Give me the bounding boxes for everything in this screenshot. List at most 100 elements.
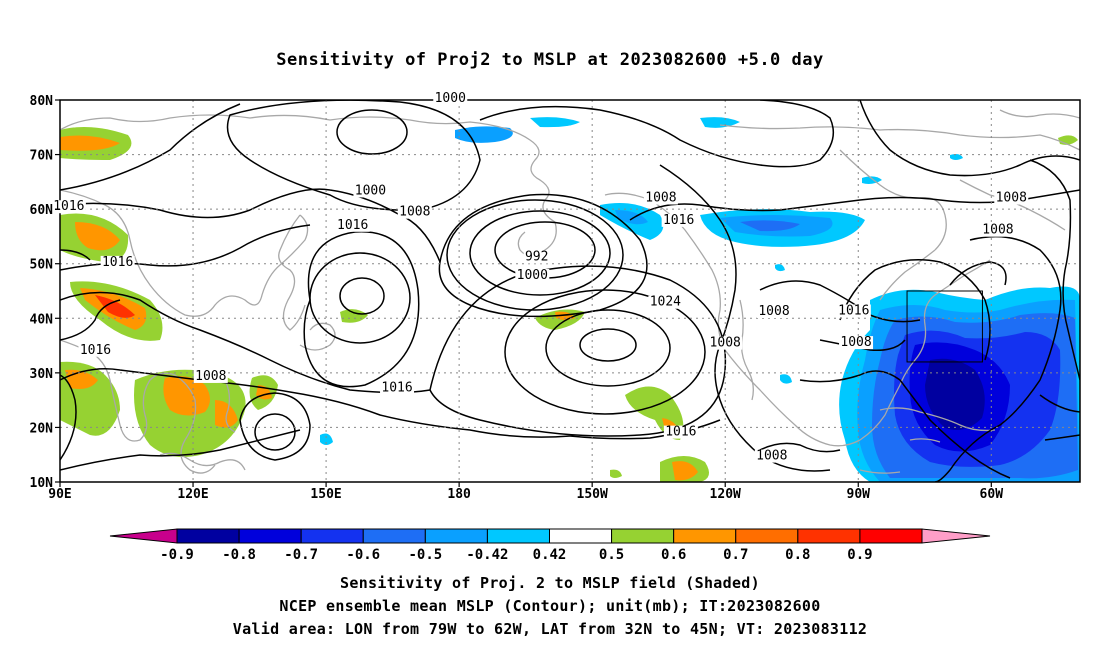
colorbar-label: -0.42 bbox=[466, 547, 508, 563]
contour-label: 1008 bbox=[982, 223, 1013, 238]
mslp-contour bbox=[545, 309, 671, 387]
latitude-axis: 80N 70N 60N 50N 40N 30N 20N 10N bbox=[30, 94, 60, 491]
contour-label-bg bbox=[648, 295, 683, 309]
mslp-contour bbox=[239, 392, 311, 461]
caption-line-1: Sensitivity of Proj. 2 to MSLP field (Sh… bbox=[340, 574, 760, 592]
contour-label: 1016 bbox=[102, 255, 133, 270]
positive-sensitivity-area bbox=[95, 295, 135, 318]
colorbar-label: -0.5 bbox=[408, 547, 442, 563]
contour-label-bg bbox=[100, 255, 135, 269]
longitude-axis: 90E 120E 150E 180 150W 120W 90W 60W bbox=[48, 482, 1003, 502]
contour-label: 1008 bbox=[840, 335, 871, 350]
graticule bbox=[60, 100, 1080, 482]
positive-sensitivity-area bbox=[60, 135, 120, 151]
mslp-contour bbox=[1044, 434, 1080, 441]
contour-label-bg bbox=[839, 336, 874, 350]
map-title: Sensitivity of Proj2 to MSLP at 20230826… bbox=[276, 50, 824, 70]
contour-label: 1016 bbox=[663, 213, 694, 228]
mslp-contour bbox=[569, 419, 721, 440]
mslp-contour bbox=[339, 277, 385, 315]
positive-sensitivity-area bbox=[1058, 135, 1078, 145]
colorbar-segment bbox=[611, 528, 675, 544]
mslp-contour bbox=[60, 299, 121, 341]
mslp-contour bbox=[469, 210, 611, 296]
coastline bbox=[278, 214, 306, 331]
colorbar-label: -0.7 bbox=[284, 547, 318, 563]
contour-label-bg bbox=[433, 92, 468, 106]
colorbar-label: -0.9 bbox=[160, 547, 194, 563]
mslp-contour bbox=[819, 339, 906, 352]
mslp-contour bbox=[446, 199, 624, 311]
coastline bbox=[739, 299, 754, 401]
mslp-contour bbox=[60, 374, 77, 461]
coastline bbox=[60, 189, 309, 317]
coastline bbox=[879, 249, 936, 301]
colorbar-segment bbox=[486, 528, 550, 544]
negative-sensitivity-area bbox=[862, 176, 882, 184]
shading-layer bbox=[60, 117, 1080, 482]
contour-label: 1008 bbox=[756, 449, 787, 464]
contour-label-bg bbox=[78, 343, 113, 357]
mslp-contour bbox=[60, 291, 431, 394]
mslp-contour bbox=[759, 280, 921, 323]
lon-tick-label: 150E bbox=[310, 487, 341, 502]
contour-label-bg bbox=[193, 369, 228, 383]
lat-tick-label: 40N bbox=[30, 312, 54, 327]
contour-label: 1016 bbox=[381, 380, 412, 395]
coastline bbox=[604, 192, 861, 447]
coastline bbox=[859, 469, 901, 474]
negative-sensitivity-area bbox=[320, 433, 333, 445]
contour-label: 1016 bbox=[665, 425, 696, 440]
mslp-contour bbox=[60, 103, 241, 191]
negative-sensitivity-area bbox=[455, 126, 513, 143]
contour-label-bg bbox=[51, 200, 86, 214]
lon-tick-label: 120E bbox=[177, 487, 208, 502]
contour-label-bg bbox=[515, 268, 550, 282]
contour-label: 1008 bbox=[996, 191, 1027, 206]
colorbar-label: -0.8 bbox=[222, 547, 256, 563]
lat-tick-label: 10N bbox=[30, 476, 54, 491]
colorbar-segment bbox=[362, 528, 426, 544]
caption-line-2: NCEP ensemble mean MSLP (Contour); unit(… bbox=[279, 597, 821, 615]
contour-label-bg bbox=[523, 250, 550, 264]
positive-sensitivity-area bbox=[340, 309, 368, 323]
mslp-contour bbox=[60, 249, 91, 261]
contour-label: 1000 bbox=[355, 183, 386, 198]
colorbar-segment bbox=[238, 528, 302, 544]
mslp-contour bbox=[839, 259, 991, 361]
coastline bbox=[719, 124, 1080, 151]
contour-label: 1016 bbox=[838, 303, 869, 318]
lat-tick-label: 60N bbox=[30, 203, 54, 218]
contour-label: 992 bbox=[525, 249, 548, 264]
lat-tick-label: 70N bbox=[30, 149, 54, 164]
lon-tick-label: 60W bbox=[980, 487, 1004, 502]
colorbar-segment bbox=[797, 528, 861, 544]
contour-label-bg bbox=[980, 223, 1015, 237]
colorbar-segment bbox=[176, 528, 240, 544]
lat-tick-label: 30N bbox=[30, 367, 54, 382]
negative-sensitivity-area bbox=[530, 117, 580, 128]
lon-tick-label: 150W bbox=[577, 487, 608, 502]
mslp-contour bbox=[859, 100, 1080, 177]
negative-sensitivity-area bbox=[615, 210, 648, 225]
mslp-contour bbox=[799, 370, 1011, 479]
contour-label-bg bbox=[353, 184, 388, 198]
negative-sensitivity-area bbox=[950, 154, 963, 160]
positive-sensitivity-area bbox=[75, 222, 120, 251]
mslp-contour bbox=[1029, 159, 1080, 381]
coastline bbox=[879, 407, 996, 432]
contour-label-bg bbox=[663, 425, 698, 439]
mslp-contour bbox=[504, 289, 706, 415]
contour-label: 1008 bbox=[645, 191, 676, 206]
colorbar-segment bbox=[735, 528, 799, 544]
coastline bbox=[60, 114, 556, 223]
lat-tick-label: 50N bbox=[30, 258, 54, 273]
mslp-contour bbox=[60, 429, 301, 471]
colorbar-label: -0.6 bbox=[346, 547, 380, 563]
contour-label: 1008 bbox=[399, 205, 430, 220]
coastline bbox=[859, 259, 991, 441]
contour-label-bg bbox=[335, 218, 370, 232]
contour-label: 1000 bbox=[435, 91, 466, 106]
coastline-layer bbox=[60, 109, 1080, 474]
colorbar-under-triangle bbox=[109, 528, 178, 544]
